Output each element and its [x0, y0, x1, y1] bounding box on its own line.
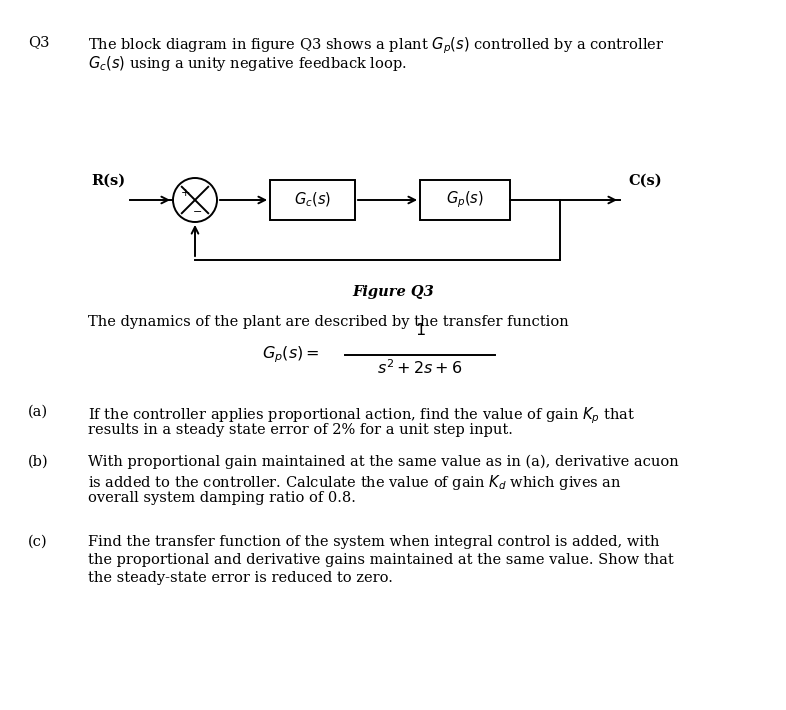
Text: $G_c(s)$ using a unity negative feedback loop.: $G_c(s)$ using a unity negative feedback…	[88, 54, 407, 73]
Bar	[270, 180, 355, 220]
Text: (b): (b)	[28, 455, 49, 469]
Text: Find the transfer function of the system when integral control is added, with: Find the transfer function of the system…	[88, 535, 659, 549]
Text: Q3: Q3	[28, 35, 50, 49]
Text: With proportional gain maintained at the same value as in (a), derivative acuon: With proportional gain maintained at the…	[88, 455, 679, 469]
Text: $G_c(s)$: $G_c(s)$	[294, 191, 331, 209]
Text: $G_p(s) =$: $G_p(s) =$	[263, 344, 320, 366]
Text: $G_p(s)$: $G_p(s)$	[446, 190, 484, 210]
Text: C(s): C(s)	[628, 174, 662, 188]
Text: The block diagram in figure Q3 shows a plant $G_p(s)$ controlled by a controller: The block diagram in figure Q3 shows a p…	[88, 35, 664, 55]
Text: Figure Q3: Figure Q3	[352, 285, 434, 299]
Bar	[420, 180, 510, 220]
Text: $s^2 + 2s + 6$: $s^2 + 2s + 6$	[377, 359, 463, 378]
Text: (a): (a)	[28, 405, 48, 419]
Text: overall system damping ratio of 0.8.: overall system damping ratio of 0.8.	[88, 491, 356, 505]
Text: the steady-state error is reduced to zero.: the steady-state error is reduced to zer…	[88, 571, 393, 585]
Text: is added to the controller. Calculate the value of gain $K_d$ which gives an: is added to the controller. Calculate th…	[88, 473, 622, 492]
Text: R(s): R(s)	[91, 174, 125, 188]
Text: The dynamics of the plant are described by the transfer function: The dynamics of the plant are described …	[88, 315, 569, 329]
Text: (c): (c)	[28, 535, 48, 549]
Text: results in a steady state error of 2% for a unit step input.: results in a steady state error of 2% fo…	[88, 423, 513, 437]
Text: the proportional and derivative gains maintained at the same value. Show that: the proportional and derivative gains ma…	[88, 553, 674, 567]
Text: +: +	[180, 188, 189, 198]
Text: If the controller applies proportional action, find the value of gain $K_p$ that: If the controller applies proportional a…	[88, 405, 635, 425]
Text: −: −	[193, 207, 203, 217]
Text: $1$: $1$	[415, 322, 425, 339]
